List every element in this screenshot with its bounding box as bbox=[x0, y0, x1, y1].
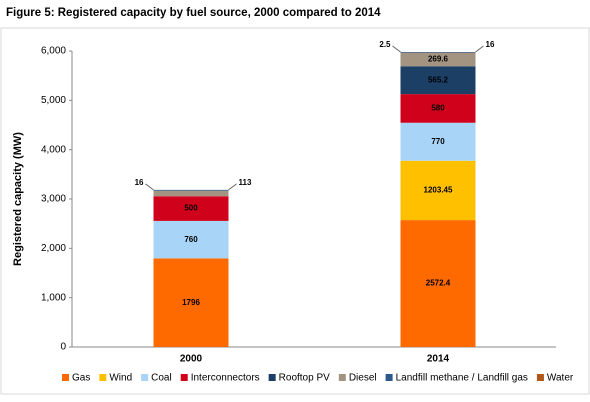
bar-segment bbox=[153, 258, 229, 347]
chart-frame bbox=[0, 27, 590, 395]
bar-segment bbox=[400, 52, 476, 67]
data-label: 500 bbox=[184, 204, 198, 213]
x-tick-label: 2014 bbox=[427, 354, 450, 365]
bar-segment bbox=[400, 94, 476, 123]
data-label: 1796 bbox=[182, 298, 200, 307]
legend-label: Coal bbox=[151, 373, 172, 384]
data-label: 269.6 bbox=[428, 55, 449, 64]
legend-label: Water bbox=[547, 373, 574, 384]
y-axis-title: Registered capacity (MW) bbox=[12, 132, 24, 266]
legend-label: Gas bbox=[72, 373, 90, 384]
legend-label: Interconnectors bbox=[191, 373, 260, 384]
data-label: 2.5 bbox=[379, 40, 391, 49]
legend-swatch bbox=[338, 374, 346, 381]
legend-swatch bbox=[536, 374, 544, 381]
data-label: 113 bbox=[239, 178, 252, 187]
bar-segment bbox=[153, 220, 229, 259]
y-tick-label: 3,000 bbox=[41, 194, 66, 205]
data-label: 1203.45 bbox=[424, 186, 453, 195]
leader-line bbox=[228, 183, 237, 191]
y-tick-label: 5,000 bbox=[41, 95, 66, 106]
legend-swatch bbox=[180, 374, 188, 381]
y-tick-label: 0 bbox=[60, 342, 66, 353]
data-label: 16 bbox=[486, 40, 495, 49]
x-tick-label: 2000 bbox=[180, 354, 203, 365]
bar-segment bbox=[400, 52, 476, 53]
data-label: 760 bbox=[184, 235, 198, 244]
y-tick-label: 1,000 bbox=[41, 292, 66, 303]
leader-line bbox=[145, 183, 154, 191]
legend-label: Rooftop PV bbox=[279, 373, 330, 384]
leader-line bbox=[475, 45, 484, 53]
data-label: 770 bbox=[431, 137, 445, 146]
y-tick-label: 2,000 bbox=[41, 243, 66, 254]
legend-swatch bbox=[62, 374, 69, 381]
y-tick-label: 6,000 bbox=[41, 46, 66, 57]
legend-label: Wind bbox=[109, 373, 132, 384]
data-label: 565.2 bbox=[428, 75, 449, 84]
legend-swatch bbox=[99, 374, 107, 381]
legend-label: Landfill methane / Landfill gas bbox=[396, 373, 528, 384]
bar-segment bbox=[400, 220, 476, 347]
legend-swatch bbox=[385, 374, 393, 381]
y-tick-label: 4,000 bbox=[41, 144, 66, 155]
bar-segment bbox=[153, 196, 229, 221]
legend-swatch bbox=[141, 374, 149, 381]
data-label: 580 bbox=[431, 104, 445, 113]
legend-swatch bbox=[268, 374, 276, 381]
data-label: 16 bbox=[135, 178, 144, 187]
legend-label: Diesel bbox=[349, 373, 377, 384]
leader-line bbox=[392, 45, 401, 53]
bar-segment bbox=[400, 66, 476, 95]
data-label: 2572.4 bbox=[426, 279, 451, 288]
bar-segment bbox=[153, 190, 229, 197]
bar-segment bbox=[400, 122, 476, 161]
chart-title: Figure 5: Registered capacity by fuel so… bbox=[6, 7, 381, 19]
bar-segment bbox=[153, 189, 229, 191]
bar-segment bbox=[400, 160, 476, 221]
